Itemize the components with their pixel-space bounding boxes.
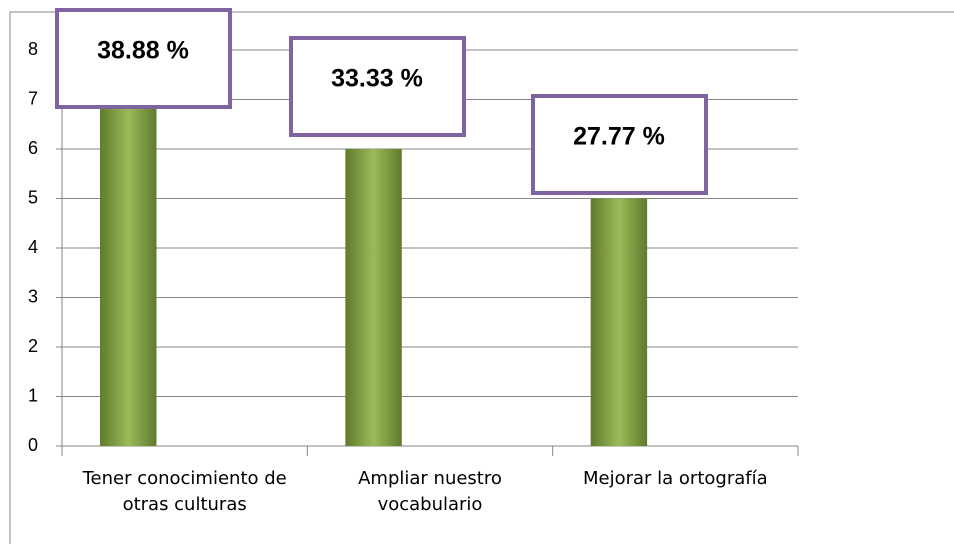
y-tick-label: 5 xyxy=(28,187,38,207)
x-tick-label-box: Tener conocimiento de otras culturas xyxy=(82,468,287,515)
annotation: 27.77 % xyxy=(573,123,665,151)
annotation-box xyxy=(55,8,232,109)
annotation-box xyxy=(531,94,708,195)
y-tick-label: 8 xyxy=(28,39,38,59)
y-tick-label: 2 xyxy=(28,336,38,356)
x-tick-label-box: Ampliar nuestro vocabulario xyxy=(358,468,502,515)
y-tick-label: 4 xyxy=(28,237,38,257)
y-tick-label: 0 xyxy=(28,435,38,455)
y-tick-label: 7 xyxy=(28,88,38,108)
x-tick-label: Tener conocimiento de otras culturas xyxy=(82,468,287,515)
annotation: 38.88 % xyxy=(97,37,189,65)
annotation: 33.33 % xyxy=(331,65,423,93)
bar xyxy=(590,198,648,446)
x-tick-label: Ampliar nuestro vocabulario xyxy=(358,468,502,515)
annotation-box xyxy=(289,36,466,137)
y-tick-label: 3 xyxy=(28,286,38,306)
x-tick-label-box: Mejorar la ortografía xyxy=(583,468,768,489)
bar xyxy=(100,99,157,446)
x-tick-label: Mejorar la ortografía xyxy=(583,468,768,489)
y-tick-label: 1 xyxy=(28,385,38,405)
y-tick-label: 6 xyxy=(28,138,38,158)
bar xyxy=(345,149,402,446)
